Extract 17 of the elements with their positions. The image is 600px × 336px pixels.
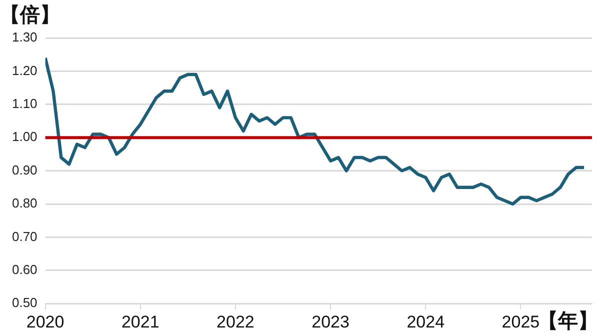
x-tick-label: 2022	[216, 312, 254, 332]
y-tick-label: 0.90	[12, 162, 38, 178]
y-axis-title: 【倍】	[0, 4, 60, 27]
x-tick-label: 2023	[312, 312, 350, 332]
y-tick-label: 1.10	[12, 96, 38, 111]
y-tick-label: 1.00	[12, 129, 38, 144]
y-tick-label: 1.20	[12, 62, 38, 78]
x-tick-label: 2024	[406, 312, 445, 332]
y-tick-label: 0.70	[12, 228, 38, 244]
x-axis-title: 【年】	[538, 310, 598, 333]
x-tick-label: 2025	[502, 312, 540, 332]
x-tick-label: 2020	[26, 312, 64, 332]
y-tick-label: 1.30	[12, 30, 38, 45]
y-tick-label: 0.50	[12, 295, 38, 310]
x-tick-label: 2021	[121, 312, 160, 332]
y-tick-label: 0.60	[12, 262, 38, 277]
y-tick-label: 0.80	[12, 196, 38, 211]
